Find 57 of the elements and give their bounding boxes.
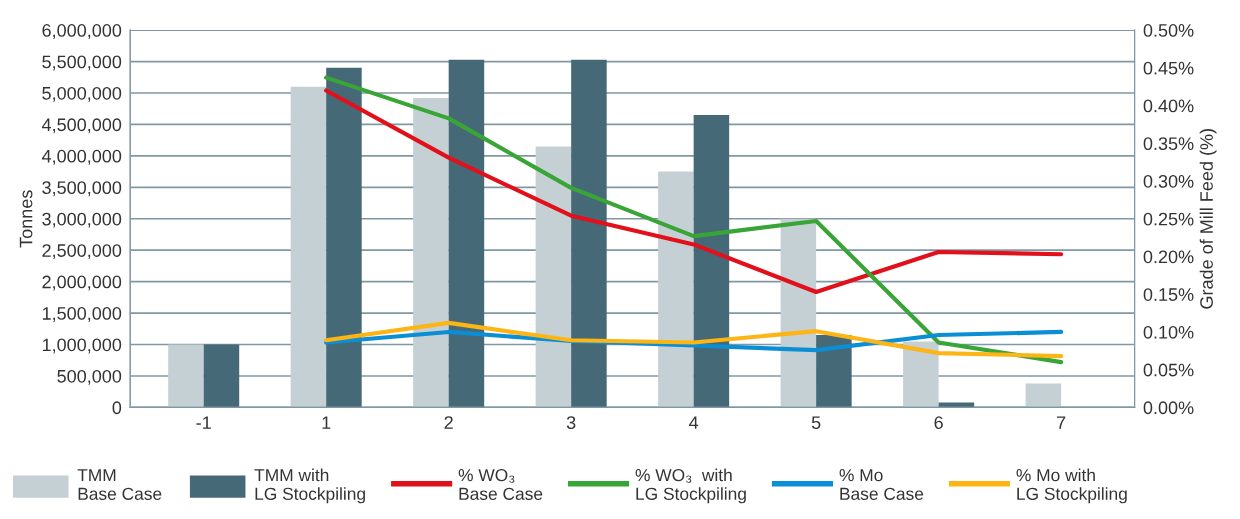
legend-label: % WO₃ Base Case xyxy=(458,468,543,500)
bar xyxy=(535,146,572,408)
y2-tick-label: 0.45% xyxy=(1143,61,1194,75)
x-tick-label: 7 xyxy=(1057,416,1066,429)
bar xyxy=(413,98,449,408)
x-tick-label: 4 xyxy=(689,416,699,429)
line-series xyxy=(324,88,1064,295)
y-axis-title: Tonnes xyxy=(19,190,33,248)
bar xyxy=(571,59,607,408)
y-tick-label: 3,000,000 xyxy=(42,212,122,228)
y-tick-label: 3,500,000 xyxy=(42,181,122,197)
y-tick-label: 5,500,000 xyxy=(42,55,122,71)
legend-label: TMM with LG Stockpiling xyxy=(254,468,365,504)
legend-label: % WO₃ with LG Stockpiling xyxy=(635,468,746,504)
y2-tick-label: 0.00% xyxy=(1143,401,1194,415)
bar xyxy=(448,59,485,408)
y-tick-label: 0 xyxy=(112,401,122,415)
y-tick-label: 500,000 xyxy=(57,369,122,385)
x-tick-label: 5 xyxy=(811,416,821,430)
y2-tick-label: 0.40% xyxy=(1143,99,1194,113)
y-tick-label: 6,000,000 xyxy=(42,24,122,39)
legend-label: TMM Base Case xyxy=(77,469,162,500)
bar xyxy=(326,67,362,408)
line-series xyxy=(324,320,1064,359)
y-tick-label: 5,000,000 xyxy=(42,86,122,102)
y-tick-label: 1,500,000 xyxy=(42,307,122,322)
y-tick-label: 1,000,000 xyxy=(42,338,122,354)
y-tick-label: 2,000,000 xyxy=(42,275,122,291)
y2-tick-label: 0.15% xyxy=(1143,288,1194,301)
bar xyxy=(903,341,939,408)
bar xyxy=(693,115,730,408)
bar xyxy=(938,402,975,408)
y2-tick-label: 0.30% xyxy=(1143,174,1194,188)
bar xyxy=(1025,383,1062,408)
y-tick-label: 4,000,000 xyxy=(41,149,122,165)
bar xyxy=(290,86,327,408)
y2-tick-label: 0.10% xyxy=(1143,325,1194,339)
y-tick-label: 2,500,000 xyxy=(42,244,122,260)
x-tick-label: 6 xyxy=(934,416,943,430)
bar xyxy=(658,171,694,408)
legend-label: % Mo Base Case xyxy=(839,469,924,500)
x-tick-label: 2 xyxy=(444,416,453,429)
legend-label: % Mo with LG Stockpiling xyxy=(1016,468,1127,504)
x-tick-label: -1 xyxy=(196,416,211,429)
y2-tick-label: 0.35% xyxy=(1143,137,1194,151)
y2-tick-label: 0.25% xyxy=(1143,212,1194,226)
line-series xyxy=(324,75,1064,365)
y2-tick-label: 0.50% xyxy=(1143,24,1194,37)
y-tick-label: 4,500,000 xyxy=(41,118,122,134)
bar xyxy=(816,335,852,408)
x-tick-label: 3 xyxy=(566,416,576,430)
bar xyxy=(168,344,204,408)
y2-tick-label: 0.05% xyxy=(1143,363,1194,377)
bar xyxy=(203,344,240,408)
y2-tick-label: 0.20% xyxy=(1143,250,1194,264)
y2-axis-title: Grade of Mill Feed (%) xyxy=(1199,129,1217,309)
x-tick-label: 1 xyxy=(322,416,331,429)
